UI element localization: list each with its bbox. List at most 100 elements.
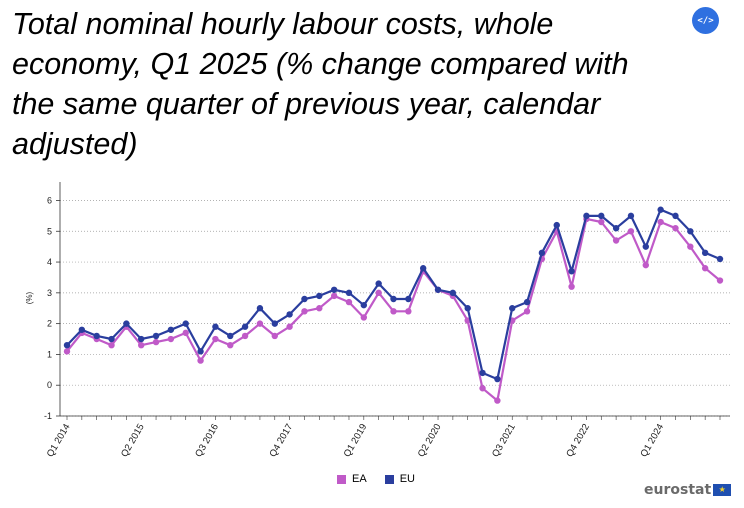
data-point-eu xyxy=(687,228,694,235)
data-point-eu xyxy=(583,212,590,220)
data-point-ea xyxy=(568,283,575,290)
y-tick-label: -1 xyxy=(44,411,52,421)
data-point-ea xyxy=(286,323,293,330)
y-tick-label: 4 xyxy=(47,257,52,267)
data-point-ea xyxy=(330,292,338,300)
data-point-ea xyxy=(212,335,219,343)
data-point-ea xyxy=(598,218,605,226)
data-point-ea xyxy=(108,341,115,349)
data-point-eu xyxy=(197,348,204,355)
series-line-eu xyxy=(66,208,721,381)
y-tick-label: 0 xyxy=(47,380,52,390)
x-tick-label: Q1 2014 xyxy=(45,422,73,459)
data-point-ea xyxy=(241,332,249,340)
data-point-ea xyxy=(227,341,234,349)
data-point-eu xyxy=(612,224,620,232)
data-point-eu xyxy=(63,341,71,349)
x-tick-label: Q1 2024 xyxy=(638,422,666,459)
data-point-eu xyxy=(419,265,427,272)
brand-text: eurostat xyxy=(644,482,712,498)
y-axis-label: (%) xyxy=(25,291,34,304)
legend-swatch-ea xyxy=(337,474,346,484)
data-point-ea xyxy=(138,341,145,349)
data-point-eu xyxy=(138,335,145,343)
data-point-ea xyxy=(375,289,382,297)
data-point-eu xyxy=(568,268,575,275)
data-point-eu xyxy=(464,305,471,312)
data-point-eu xyxy=(523,298,531,306)
data-point-ea xyxy=(256,320,264,327)
data-point-ea xyxy=(301,308,308,315)
data-point-ea xyxy=(627,228,635,235)
data-point-eu xyxy=(256,305,264,312)
embed-code-button[interactable]: </> xyxy=(692,7,719,34)
data-point-eu xyxy=(316,292,323,300)
legend-item-ea[interactable]: EA xyxy=(337,473,367,485)
data-point-ea xyxy=(642,261,649,269)
data-point-ea xyxy=(390,308,397,315)
data-point-eu xyxy=(405,295,412,303)
data-point-eu xyxy=(672,212,679,220)
legend-item-eu[interactable]: EU xyxy=(384,473,415,485)
data-point-eu xyxy=(241,323,249,330)
x-tick-label: Q2 2015 xyxy=(119,422,147,459)
data-point-eu xyxy=(93,332,100,340)
data-point-ea xyxy=(701,265,709,272)
data-point-eu xyxy=(227,332,234,340)
data-point-ea xyxy=(63,348,71,355)
data-point-eu xyxy=(360,301,368,309)
legend-swatch-eu xyxy=(384,474,394,484)
legend-label-eu: EU xyxy=(399,473,415,485)
eu-flag-icon: ★ xyxy=(713,484,732,496)
data-point-ea xyxy=(345,298,353,306)
eurostat-logo: eurostat ★ xyxy=(644,482,732,498)
data-point-eu xyxy=(330,286,338,293)
data-point-eu xyxy=(345,289,353,297)
data-point-eu xyxy=(123,320,130,327)
data-point-eu xyxy=(494,375,501,383)
code-icon: </> xyxy=(697,15,714,26)
data-point-ea xyxy=(197,357,204,364)
x-tick-label: Q4 2022 xyxy=(564,422,592,459)
legend-label-ea: EA xyxy=(352,473,367,485)
data-point-eu xyxy=(479,369,486,377)
chart-legend: EA EU xyxy=(337,473,415,485)
data-point-eu xyxy=(716,255,724,263)
y-tick-label: 5 xyxy=(47,226,52,236)
data-point-ea xyxy=(716,277,724,284)
data-point-ea xyxy=(612,237,620,244)
data-point-ea xyxy=(494,397,501,404)
data-point-eu xyxy=(449,289,457,297)
data-point-ea xyxy=(405,308,412,315)
x-tick-label: Q3 2021 xyxy=(490,422,518,459)
data-point-eu xyxy=(598,212,605,220)
data-point-eu xyxy=(286,311,293,318)
y-tick-label: 2 xyxy=(47,319,52,329)
data-point-eu xyxy=(167,326,175,333)
data-point-ea xyxy=(479,385,486,392)
x-tick-label: Q2 2020 xyxy=(416,422,444,459)
data-point-eu xyxy=(627,212,635,220)
data-point-ea xyxy=(271,332,278,340)
data-point-eu xyxy=(538,249,546,257)
x-tick-label: Q4 2017 xyxy=(267,422,295,459)
data-point-ea xyxy=(360,314,368,321)
data-point-eu xyxy=(642,243,649,250)
data-point-eu xyxy=(390,295,397,303)
y-tick-label: 6 xyxy=(47,195,52,205)
data-point-eu xyxy=(301,295,308,303)
data-point-ea xyxy=(167,335,175,343)
data-point-eu xyxy=(509,305,516,312)
x-tick-label: Q1 2019 xyxy=(342,422,370,459)
data-point-eu xyxy=(212,323,219,330)
data-point-eu xyxy=(271,320,278,327)
y-tick-label: 3 xyxy=(47,288,52,298)
x-tick-label: Q3 2016 xyxy=(193,422,221,459)
data-point-eu xyxy=(78,326,86,333)
data-point-eu xyxy=(553,221,560,229)
y-tick-label: 1 xyxy=(47,349,52,359)
data-point-eu xyxy=(152,332,160,340)
data-point-eu xyxy=(657,206,664,213)
data-point-ea xyxy=(152,338,160,346)
